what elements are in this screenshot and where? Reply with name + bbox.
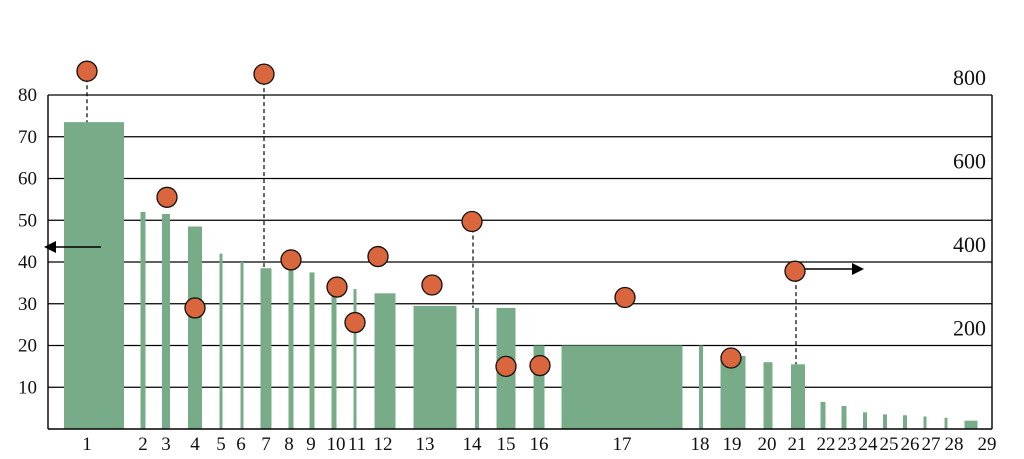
right-tick-600: 600	[953, 149, 986, 174]
x-tick-5: 5	[216, 434, 226, 455]
x-tick-21: 21	[788, 434, 807, 455]
x-tick-19: 19	[723, 434, 742, 455]
x-tick-14: 14	[463, 434, 483, 455]
bar-8	[288, 268, 294, 429]
bar-28	[944, 417, 948, 429]
bar-20	[763, 362, 773, 429]
point-4	[184, 297, 206, 319]
bar-18	[699, 345, 703, 429]
x-tick-20: 20	[758, 434, 777, 455]
bar-10	[331, 282, 337, 429]
left-tick-60: 60	[18, 169, 37, 190]
point-14	[461, 210, 483, 233]
x-tick-9: 9	[306, 434, 316, 455]
x-tick-4: 4	[190, 434, 200, 455]
right-tick-800: 800	[953, 65, 986, 90]
bar-9	[309, 272, 315, 429]
bar-26	[903, 415, 907, 429]
right-tick-200: 200	[953, 316, 986, 341]
bar-2	[140, 211, 146, 429]
point-8	[280, 249, 302, 271]
bar-5	[219, 253, 223, 429]
bar-21	[791, 364, 805, 429]
points	[76, 60, 806, 378]
bar-22	[820, 401, 826, 429]
x-tick-6: 6	[236, 434, 246, 455]
point-3	[156, 186, 178, 208]
left-axis-arrow-head	[44, 241, 56, 253]
point-16	[529, 354, 551, 377]
bar-1	[64, 122, 124, 429]
bar-23	[841, 406, 847, 429]
left-tick-10: 10	[18, 377, 37, 398]
bar-29	[964, 420, 978, 429]
left-tick-20: 20	[18, 336, 37, 357]
right-tick-labels: 200 400 600 800	[953, 65, 986, 341]
bar-25	[883, 414, 887, 429]
left-tick-labels: 10 20 30 40 50 60 70 80	[18, 85, 37, 398]
bar-12	[374, 293, 396, 429]
point-11	[344, 311, 366, 334]
bar-17	[561, 345, 683, 429]
x-tick-28: 28	[945, 434, 964, 455]
x-tick-26: 26	[901, 434, 920, 455]
x-tick-25: 25	[880, 434, 899, 455]
x-tick-labels: 1 2 3 4 5 6 7 8 9 10 11 12 13 14 15 16 17 18 19 20 21 22 23 24 2…	[82, 434, 996, 455]
bars	[64, 122, 978, 429]
bar-11	[353, 289, 357, 429]
bar-3	[162, 213, 170, 429]
x-tick-29: 29	[978, 434, 997, 455]
left-tick-70: 70	[18, 127, 37, 148]
point-21	[784, 260, 806, 282]
point-1	[76, 60, 98, 82]
x-tick-10: 10	[327, 434, 346, 455]
bar-16	[533, 345, 545, 429]
bar-4	[188, 226, 202, 429]
bar-13	[413, 305, 457, 429]
point-12	[367, 245, 389, 268]
point-10	[326, 276, 348, 298]
x-tick-16: 16	[530, 434, 549, 455]
x-tick-23: 23	[838, 434, 857, 455]
x-tick-1: 1	[82, 434, 92, 455]
x-tick-13: 13	[416, 434, 435, 455]
x-tick-22: 22	[817, 434, 836, 455]
left-tick-40: 40	[18, 252, 37, 273]
x-tick-7: 7	[261, 434, 271, 455]
left-tick-80: 80	[18, 85, 37, 106]
x-tick-3: 3	[161, 434, 171, 455]
bar-14	[475, 307, 479, 429]
axis-arrows	[44, 241, 864, 275]
bar-6	[240, 262, 244, 429]
x-tick-12: 12	[374, 434, 393, 455]
x-tick-17: 17	[613, 434, 632, 455]
x-tick-15: 15	[497, 434, 516, 455]
axes	[47, 95, 993, 430]
x-tick-2: 2	[138, 434, 148, 455]
bar-27	[923, 416, 927, 429]
point-15	[495, 355, 517, 378]
right-axis-arrow-head	[852, 263, 864, 275]
left-tick-30: 30	[18, 294, 37, 315]
x-tick-8: 8	[284, 434, 294, 455]
point-17	[614, 286, 636, 309]
x-tick-18: 18	[691, 434, 710, 455]
bar-7	[260, 268, 272, 429]
bar-24	[863, 412, 867, 429]
point-7	[253, 63, 275, 85]
point-19	[720, 347, 742, 369]
x-tick-27: 27	[922, 434, 941, 455]
left-tick-50: 50	[18, 210, 37, 231]
x-tick-24: 24	[859, 434, 879, 455]
point-13	[421, 274, 443, 296]
right-tick-400: 400	[953, 232, 986, 257]
x-tick-11: 11	[348, 434, 366, 455]
grid-lines	[48, 94, 992, 388]
